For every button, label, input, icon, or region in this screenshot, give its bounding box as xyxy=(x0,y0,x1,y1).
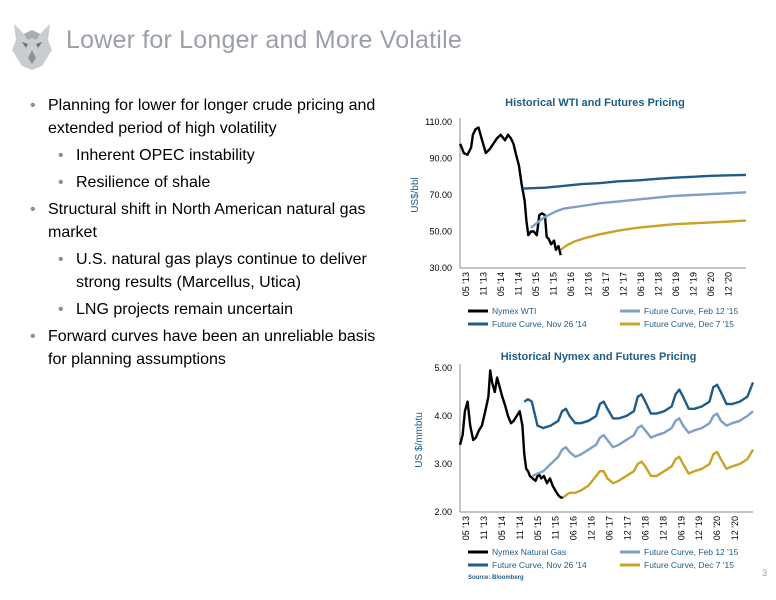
x-tick-label: 12 '17 xyxy=(622,516,632,540)
x-tick-label: 06 '18 xyxy=(636,272,646,296)
page-title: Lower for Longer and More Volatile xyxy=(66,26,462,54)
y-tick-label: 4.00 xyxy=(434,411,452,421)
bullet-item: Planning for lower for longer crude pric… xyxy=(28,94,398,140)
x-tick-label: 11 '14 xyxy=(515,516,525,540)
x-tick-label: 06 '16 xyxy=(569,516,579,540)
x-tick-label: 12 '16 xyxy=(587,516,597,540)
bullet-item: Forward curves have been an unreliable b… xyxy=(28,325,398,371)
series-line-3 xyxy=(562,448,755,499)
y-axis-label: US $/mmbtu xyxy=(414,412,425,468)
x-tick-label: 12 '20 xyxy=(730,516,740,540)
series-line-2 xyxy=(532,410,754,478)
x-tick-label: 05 '14 xyxy=(496,272,506,296)
x-tick-label: 06 '16 xyxy=(566,272,576,296)
y-tick-label: 3.00 xyxy=(434,459,452,469)
legend-label: Future Curve, Feb 12 '15 xyxy=(644,547,738,557)
nymex-chart: Historical Nymex and Futures Pricing 2.00… xyxy=(400,346,770,574)
x-tick-label: 12 '18 xyxy=(658,516,668,540)
x-tick-label: 06 '20 xyxy=(706,272,716,296)
y-axis-label: US$/bbl xyxy=(410,177,421,213)
series-line-2 xyxy=(530,191,747,229)
sub-bullet-item: Resilience of shale xyxy=(28,171,398,194)
y-tick-label: 110.00 xyxy=(425,117,452,127)
series-line-0 xyxy=(458,369,564,499)
series-line-1 xyxy=(523,381,755,430)
sub-bullet-item: U.S. natural gas plays continue to deliv… xyxy=(28,248,398,294)
page-number: 3 xyxy=(762,568,768,578)
x-tick-label: 11 '15 xyxy=(549,272,559,296)
wti-chart: Historical WTI and Futures Pricing 30.00 5… xyxy=(400,92,770,342)
legend-label: Future Curve, Nov 26 '14 xyxy=(492,560,587,570)
legend-label: Future Curve, Nov 26 '14 xyxy=(492,319,587,329)
sub-bullet-item: LNG projects remain uncertain xyxy=(28,298,398,321)
x-tick-label: 05 '14 xyxy=(497,516,507,540)
nymex-chart-svg: Historical Nymex and Futures Pricing 2.00… xyxy=(414,351,755,570)
chart-title: Historical Nymex and Futures Pricing xyxy=(501,351,697,363)
x-tick-label: 06 '18 xyxy=(640,516,650,540)
x-tick-label: 12 '19 xyxy=(689,272,699,296)
x-tick-label: 05 '13 xyxy=(461,516,471,540)
legend-label: Future Curve, Feb 12 '15 xyxy=(644,306,738,316)
y-tick-label: 2.00 xyxy=(434,507,452,517)
sub-bullet-item: Inherent OPEC instability xyxy=(28,144,398,167)
x-tick-label: 12 '19 xyxy=(694,516,704,540)
bullet-list: Planning for lower for longer crude pric… xyxy=(28,94,398,375)
y-tick-label: 50.00 xyxy=(429,227,452,237)
y-tick-label: 5.00 xyxy=(434,363,452,373)
x-tick-label: 12 '20 xyxy=(724,272,734,296)
chart-title: Historical WTI and Futures Pricing xyxy=(505,97,685,109)
x-tick-label: 06 '20 xyxy=(712,516,722,540)
legend-label: Future Curve, Dec 7 '15 xyxy=(644,560,734,570)
x-tick-label: 11 '15 xyxy=(551,516,561,540)
x-tick-label: 12 '17 xyxy=(619,272,629,296)
x-tick-label: 12 '16 xyxy=(584,272,594,296)
x-tick-label: 06 '17 xyxy=(605,516,615,540)
source-note: Source: Bloomberg xyxy=(468,575,524,581)
legend-label: Future Curve, Dec 7 '15 xyxy=(644,319,734,329)
x-tick-label: 05 '15 xyxy=(531,272,541,296)
bullet-item: Structural shift in North American natur… xyxy=(28,198,398,244)
y-tick-label: 30.00 xyxy=(429,263,452,273)
series-line-1 xyxy=(522,173,747,190)
husky-logo-icon xyxy=(12,24,52,70)
x-tick-label: 11 '14 xyxy=(514,272,524,296)
x-tick-label: 06 '17 xyxy=(601,272,611,296)
x-tick-label: 06 '19 xyxy=(671,272,681,296)
x-tick-label: 11 '13 xyxy=(479,516,489,540)
x-tick-label: 05 '13 xyxy=(461,272,471,296)
legend-label: Nymex Natural Gas xyxy=(492,547,566,557)
series-line-0 xyxy=(458,126,562,256)
y-tick-label: 90.00 xyxy=(429,154,452,164)
legend-label: Nymex WTI xyxy=(492,306,536,316)
x-tick-label: 05 '15 xyxy=(533,516,543,540)
y-tick-label: 70.00 xyxy=(429,190,452,200)
x-tick-label: 06 '19 xyxy=(676,516,686,540)
wti-chart-svg: Historical WTI and Futures Pricing 30.00 5… xyxy=(410,97,747,329)
series-line-3 xyxy=(559,219,747,251)
x-tick-label: 12 '18 xyxy=(654,272,664,296)
x-tick-label: 11 '13 xyxy=(479,272,489,296)
